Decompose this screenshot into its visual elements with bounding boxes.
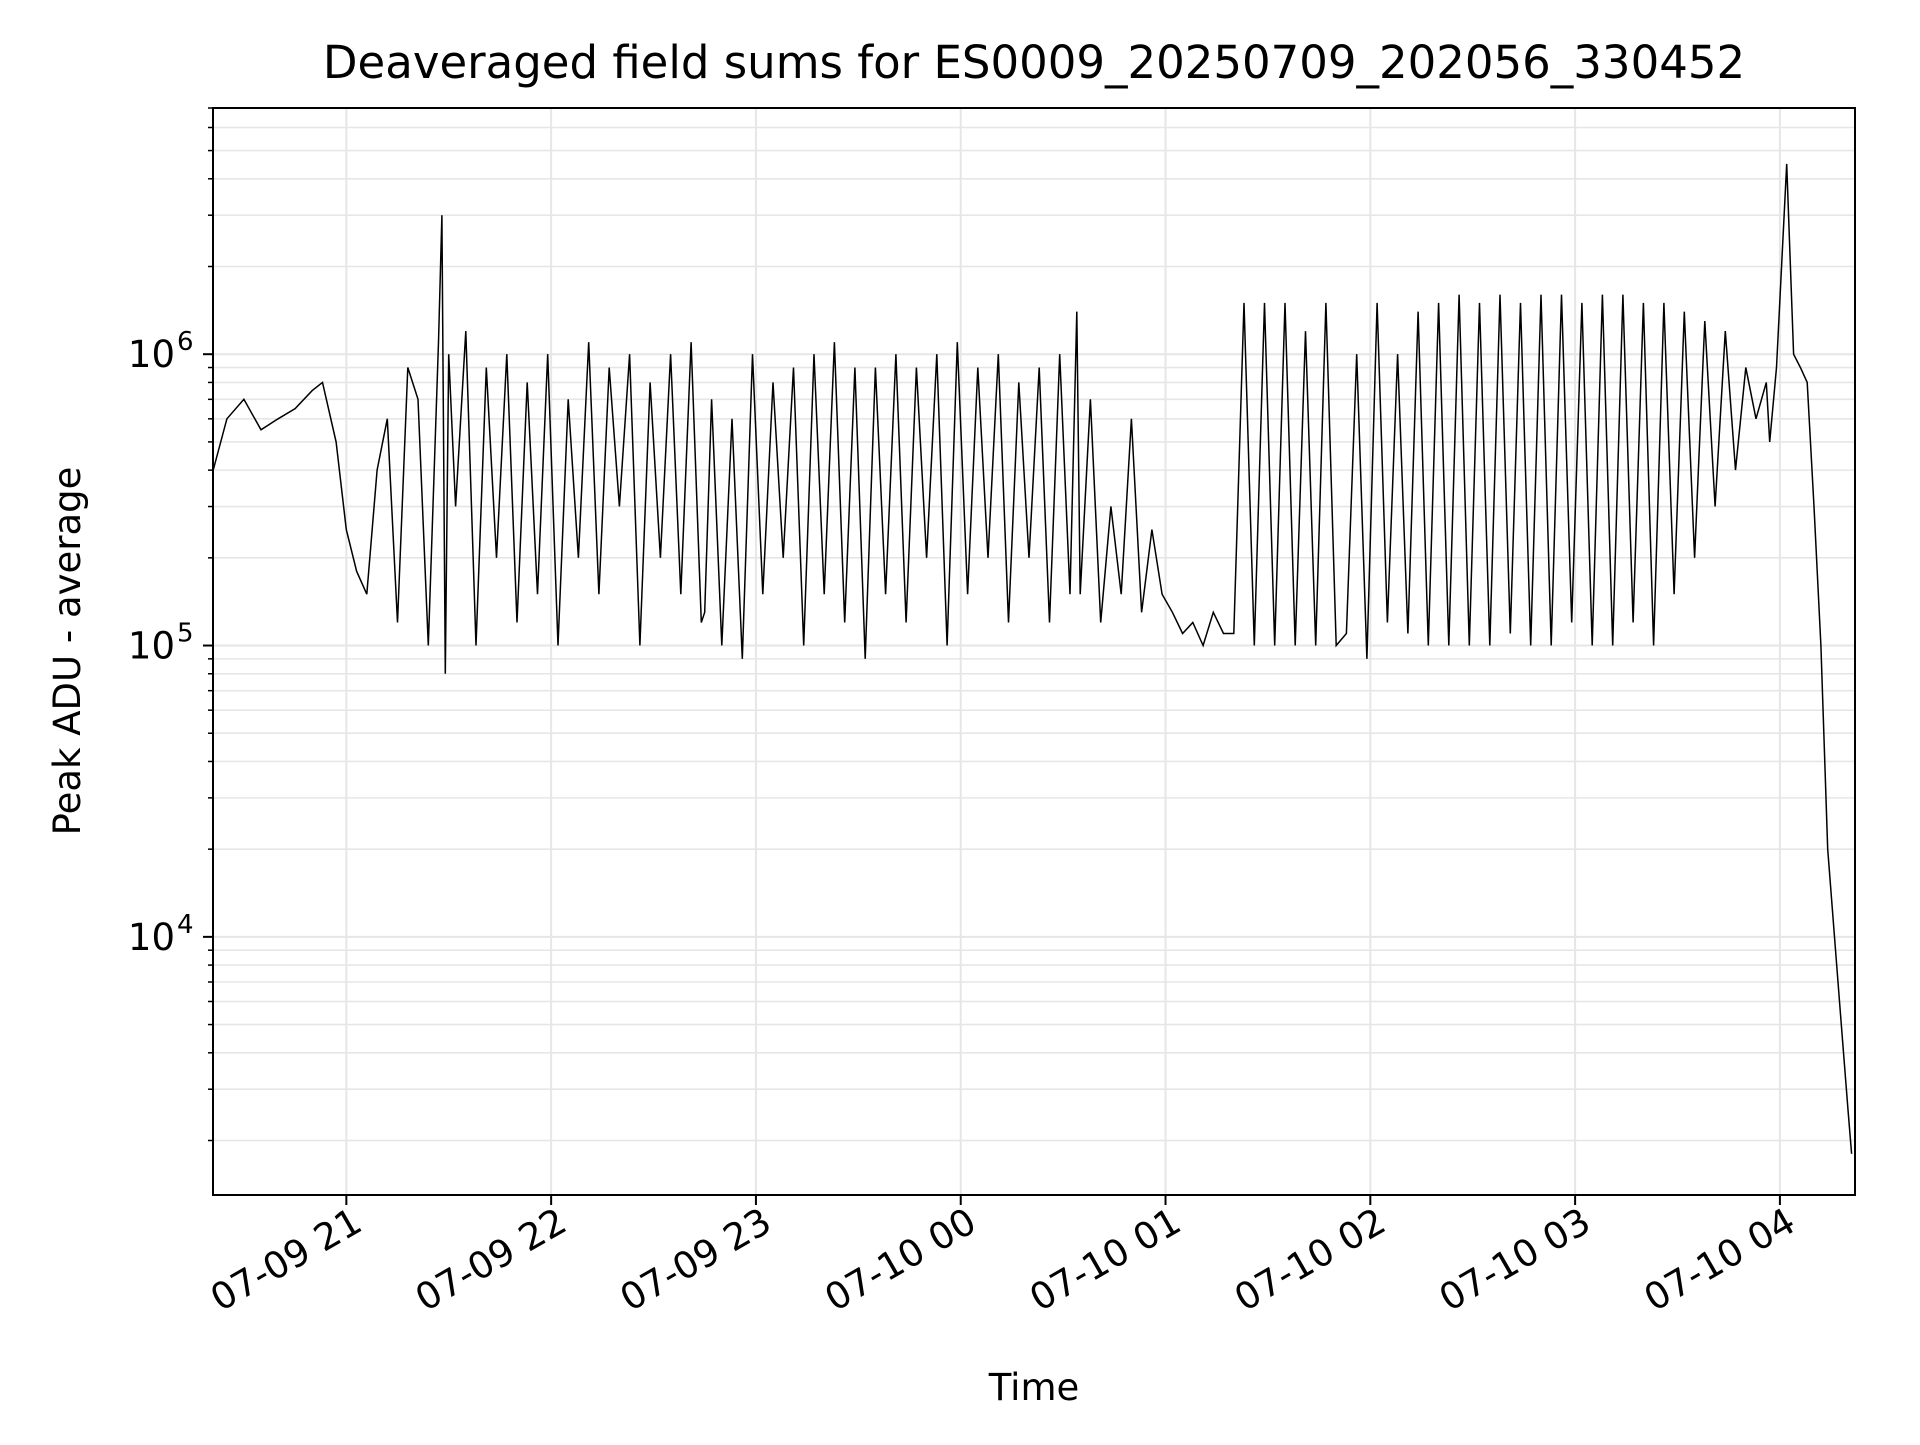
grid-lines <box>213 107 1855 1195</box>
y-tick-label: 10 <box>128 916 175 959</box>
y-tick-exponent: 5 <box>177 619 194 649</box>
y-tick-label: 10 <box>128 625 175 668</box>
series-line <box>213 163 1853 1154</box>
y-tick-label: 10 <box>128 333 175 376</box>
plot-frame <box>212 107 1856 1196</box>
y-tick-exponent: 4 <box>177 910 194 940</box>
y-axis-label: Peak ADU - average <box>46 467 89 836</box>
series-layer <box>213 163 1853 1154</box>
chart-title: Deaveraged field sums for ES0009_2025070… <box>323 36 1745 89</box>
y-tick-exponent: 6 <box>177 327 194 357</box>
x-axis-label: Time <box>988 1366 1080 1409</box>
